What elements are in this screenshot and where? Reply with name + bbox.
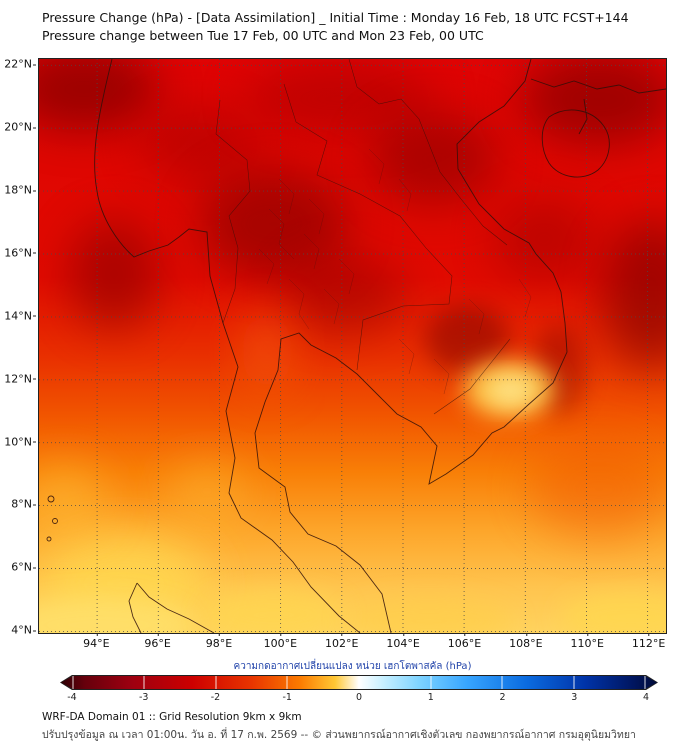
colorbar-tick-label: 3	[571, 692, 578, 703]
colorbar-tick-label: 2	[499, 692, 506, 703]
colorbar-tick-mark	[430, 676, 432, 689]
footer-credit: ปรับปรุงข้อมูล ณ เวลา 01:00น. วัน อ. ที่…	[42, 729, 636, 741]
colorbar	[60, 675, 658, 690]
colorbar-label: ความกดอากาศเปลี่ยนแปลง หน่วย เฮกโตพาสคัล…	[233, 661, 472, 672]
x-tick-label: 102°E	[325, 633, 359, 650]
colorbar-tick-mark	[644, 676, 646, 689]
y-axis: 22°N 20°N 18°N 16°N 14°N 12°N 10°N 8°N 6°N 4°N	[0, 57, 36, 637]
x-tick-label: 100°E	[263, 633, 298, 650]
y-tick-label: 14°N	[4, 309, 36, 323]
hainan-island	[541, 109, 610, 178]
colorbar-tick-mark	[72, 676, 74, 689]
y-tick-label: 16°N	[4, 246, 36, 260]
colorbar-tick-label: -2	[210, 692, 221, 703]
colorbar-tick-label: 0	[355, 692, 363, 703]
footer-domain-info: WRF-DA Domain 01 :: Grid Resolution 9km …	[42, 711, 302, 723]
china-south-coastline	[530, 78, 666, 135]
gulf-and-vietnam-coastline	[254, 59, 568, 633]
pressure-field-blobs	[39, 59, 666, 633]
province-borders	[258, 148, 532, 395]
andaman-island	[46, 536, 52, 542]
y-tick-label: 20°N	[4, 120, 36, 134]
x-tick-label: 112°E	[631, 633, 666, 650]
y-tick-label: 8°N	[11, 497, 36, 511]
x-axis: 94°E 96°E 98°E 100°E 102°E 104°E 106°E 108°E 110…	[38, 633, 667, 651]
x-tick-label: 108°E	[509, 633, 543, 650]
y-tick-label: 18°N	[4, 183, 36, 197]
colorbar-tick-mark	[143, 676, 145, 689]
y-tick-label: 22°N	[4, 57, 36, 71]
colorbar-tick-mark	[215, 676, 217, 689]
colorbar-tick-mark	[573, 676, 575, 689]
colorbar-tick-label: 4	[643, 692, 650, 703]
y-tick-label: 10°N	[4, 435, 36, 448]
country-borders	[215, 59, 511, 415]
x-tick-label: 110°E	[570, 633, 604, 650]
colorbar-tick-label: 1	[427, 692, 434, 703]
x-tick-label: 94°E	[83, 633, 110, 650]
colorbar-tick-label: -1	[282, 692, 292, 703]
x-tick-label: 96°E	[144, 633, 171, 650]
andaman-island	[52, 518, 58, 524]
map-plot	[38, 58, 667, 634]
pressure-field-map	[39, 59, 666, 633]
colorbar-tick-label: -3	[138, 692, 149, 703]
colorbar-tick-mark	[501, 676, 503, 689]
colorbar-gradient	[61, 676, 657, 689]
y-tick-label: 4°N	[11, 623, 36, 637]
page-subtitle: Pressure change between Tue 17 Feb, 00 U…	[42, 28, 484, 43]
grid-lines	[39, 59, 666, 633]
x-tick-label: 106°E	[447, 633, 482, 650]
indochina-west-coastline	[94, 59, 361, 633]
page-title: Pressure Change (hPa) - [Data Assimilati…	[42, 10, 629, 25]
colorbar-ticks: -4 -3 -2 -1 0 1 2 3 4	[60, 692, 658, 704]
colorbar-tick-mark	[286, 676, 288, 689]
x-tick-label: 104°E	[386, 633, 420, 650]
colorbar-tick-mark	[358, 676, 360, 689]
x-tick-label: 98°E	[205, 633, 233, 650]
andaman-island	[47, 495, 55, 503]
y-tick-label: 12°N	[4, 372, 36, 386]
colorbar-tick-label: -4	[67, 692, 77, 703]
colorbar-tickmarks	[61, 676, 657, 689]
coastlines	[46, 59, 666, 633]
sumatra-coastline	[128, 582, 215, 633]
y-tick-label: 6°N	[11, 560, 36, 574]
